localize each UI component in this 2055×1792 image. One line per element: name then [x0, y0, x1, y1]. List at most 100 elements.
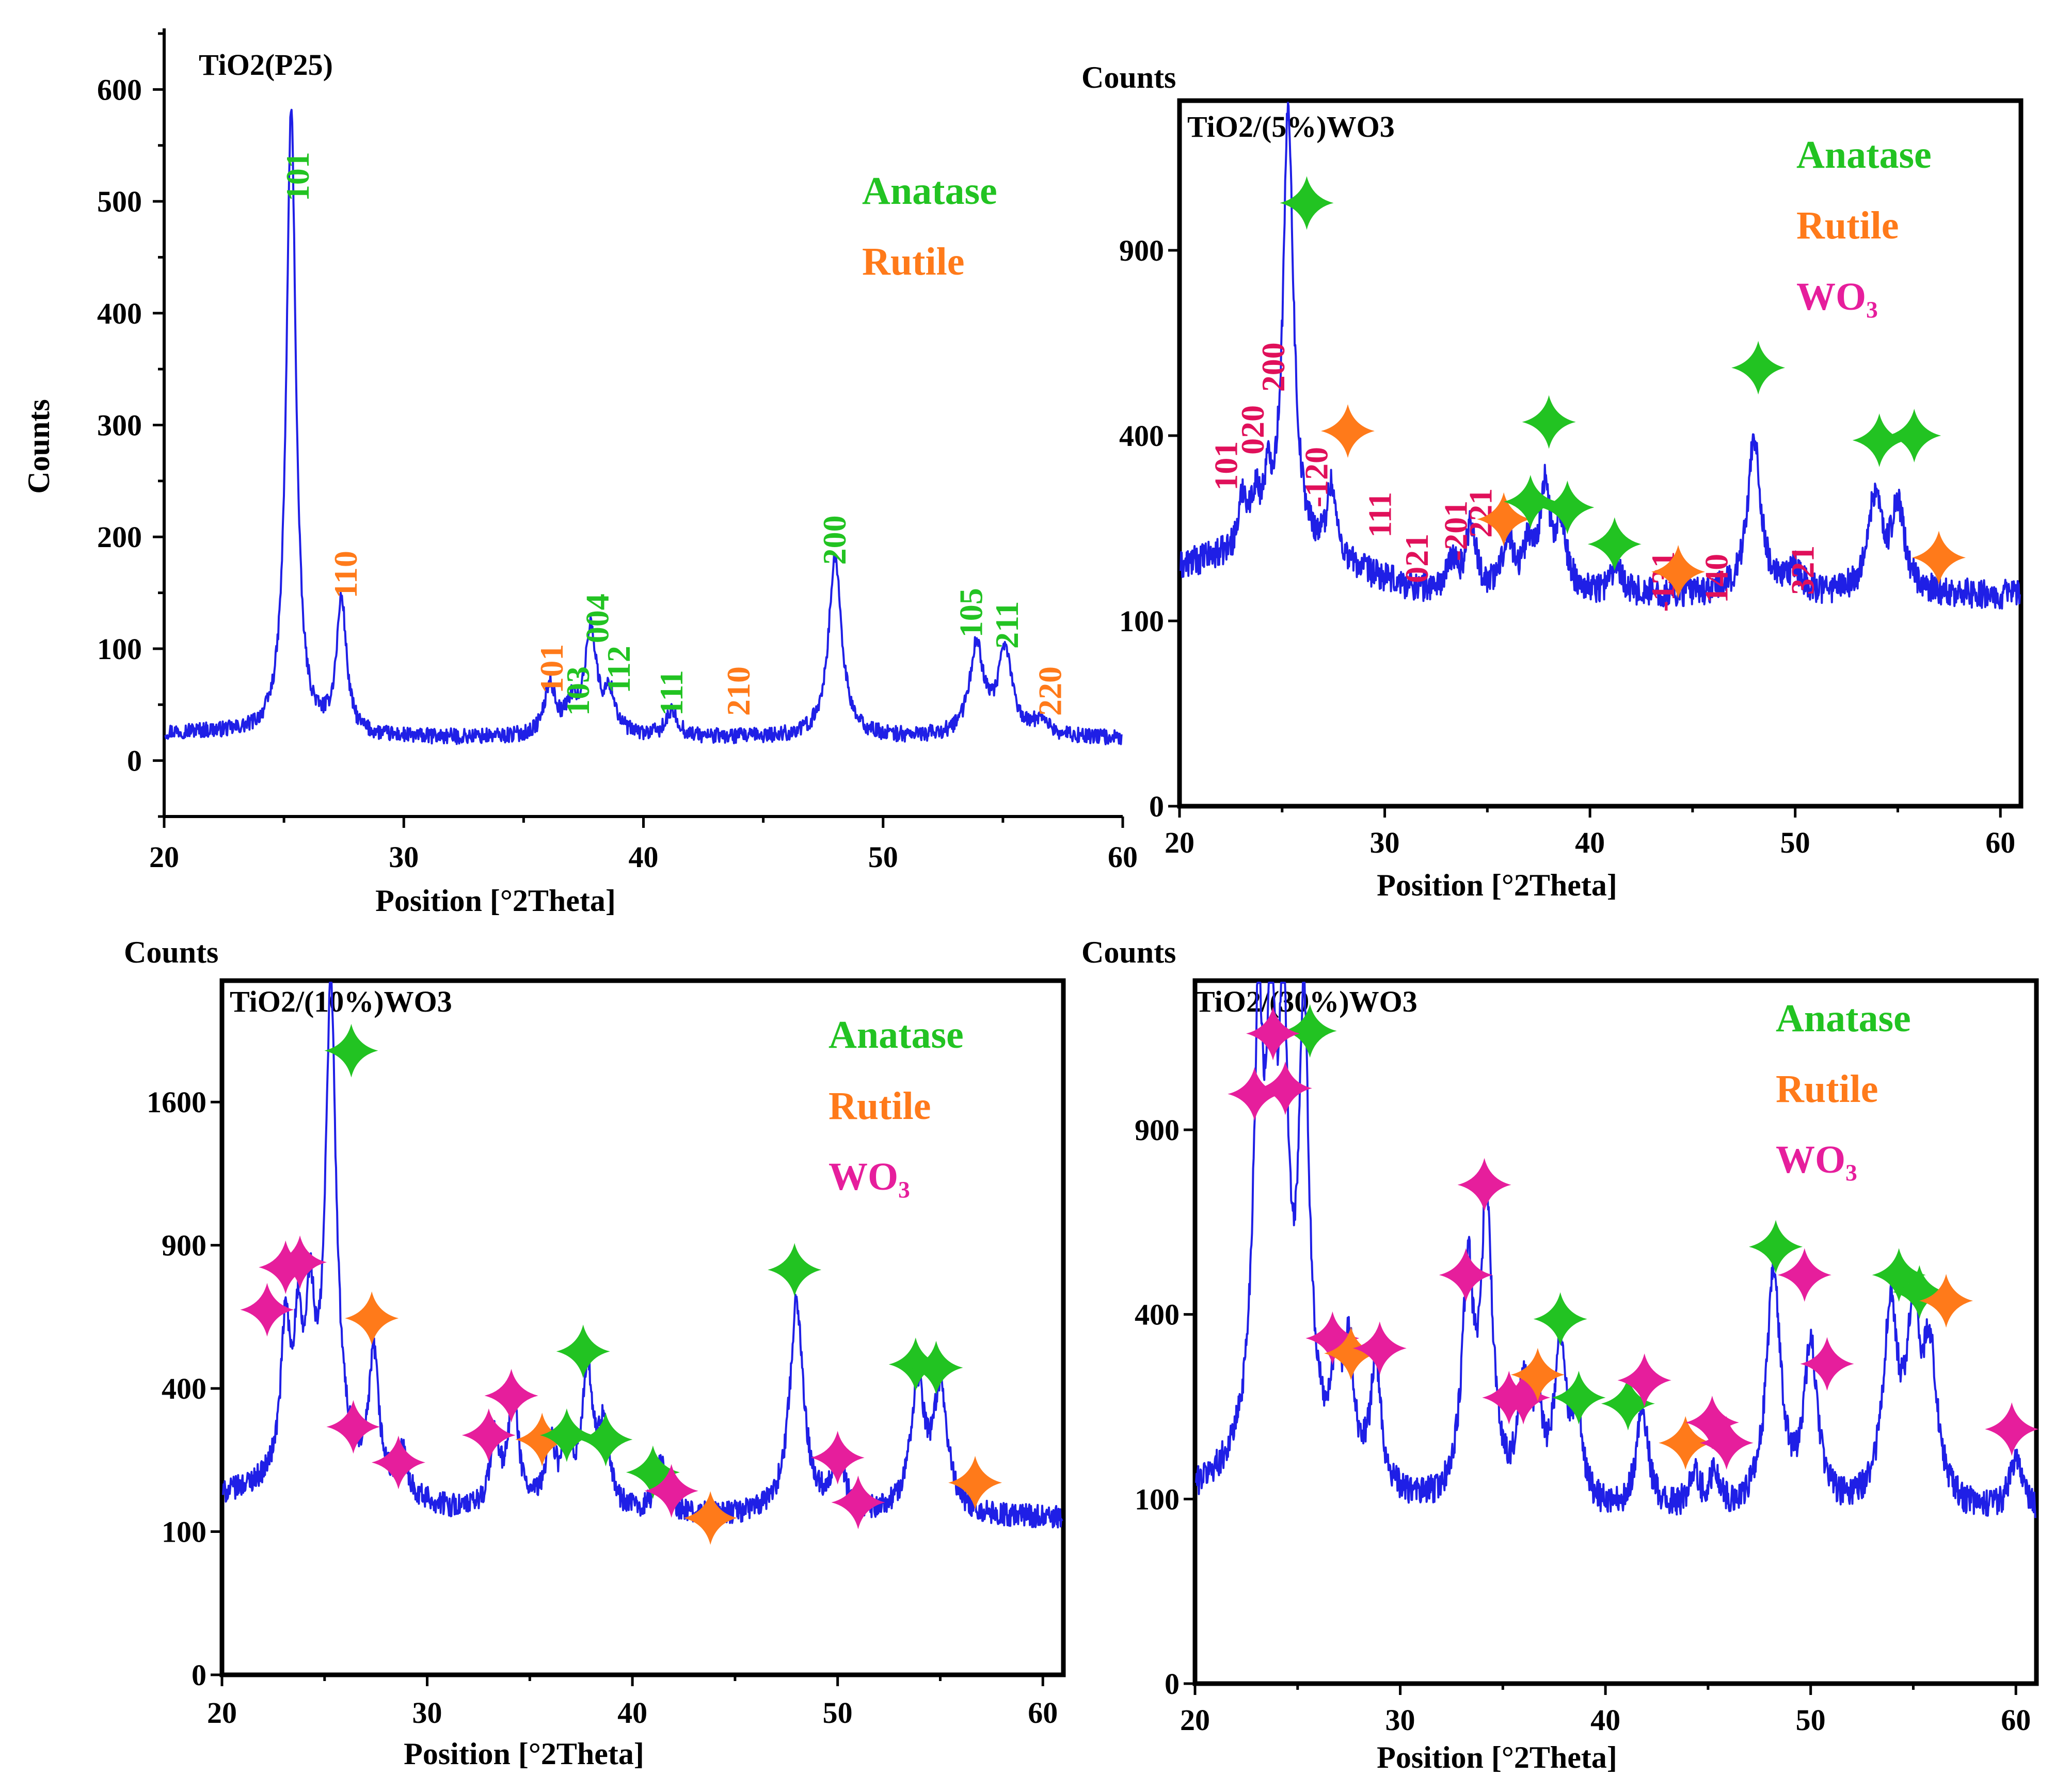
peak-marker-anatase: [1892, 1265, 1947, 1319]
peak-label-anatase: 105: [953, 588, 990, 637]
peak-marker-anatase: [1503, 475, 1557, 529]
peak-marker-anatase: [1887, 409, 1941, 463]
x-tick-label: 60: [1108, 840, 1138, 874]
peak-marker-anatase: [909, 1340, 963, 1395]
legend-wo3: WO₃: [1796, 275, 1878, 318]
legend-rutile: Rutile: [829, 1084, 931, 1128]
peak-marker-wo3: [326, 1400, 380, 1454]
peak-marker-rutile: [345, 1291, 399, 1346]
peak-label-anatase: 004: [579, 594, 615, 643]
peak-marker-anatase: [1540, 481, 1595, 535]
x-tick-label: 20: [207, 1696, 237, 1730]
peak-marker-anatase: [1852, 413, 1906, 468]
peak-label-anatase: 103: [560, 666, 596, 716]
peak-marker-wo3: [1685, 1396, 1739, 1450]
peak-label-wo3: 200: [1255, 342, 1292, 392]
plot-frame: [219, 978, 1066, 1677]
peak-label-rutile: 210: [720, 666, 757, 716]
peak-label-wo3: -120: [1298, 447, 1334, 507]
y-axis-title: Counts: [1081, 935, 1176, 969]
peak-marker-wo3: [1800, 1337, 1854, 1391]
peak-marker-anatase: [768, 1243, 822, 1297]
peak-label-wo3: 021: [1398, 534, 1435, 583]
peak-marker-wo3: [273, 1235, 327, 1289]
x-axis-title: Position [°2Theta]: [375, 884, 616, 918]
peak-marker-wo3: [1228, 1067, 1282, 1121]
peak-label-wo3: 111: [1362, 492, 1398, 538]
x-tick-label: 30: [412, 1696, 442, 1730]
y-tick-label: 0: [1149, 790, 1164, 823]
y-tick-label: 200: [97, 520, 142, 554]
y-tick-label: 400: [162, 1372, 206, 1405]
x-tick-label: 40: [1575, 826, 1605, 859]
peak-marker-wo3: [644, 1464, 698, 1518]
peak-marker-wo3: [461, 1408, 516, 1462]
peak-marker-rutile: [1324, 1326, 1378, 1381]
y-tick-label: 900: [1135, 1113, 1180, 1147]
y-tick-label: 0: [127, 744, 142, 778]
peak-marker-rutile: [1321, 404, 1375, 458]
peak-label-wo3: 020: [1234, 405, 1271, 455]
panel-title: TiO2(P25): [199, 48, 333, 82]
xrd-trace: [1180, 102, 2021, 610]
panel-tio2-10-wo3: Counts TiO2/(10%)WO3 Position [°2Theta] …: [124, 935, 1066, 1771]
peak-marker-rutile: [1659, 1416, 1713, 1470]
peak-marker-anatase: [1533, 1292, 1587, 1346]
peak-marker-anatase: [888, 1337, 943, 1391]
x-tick-label: 20: [1180, 1703, 1210, 1737]
peak-marker-wo3: [1305, 1311, 1360, 1365]
peak-marker-anatase: [1280, 176, 1334, 230]
peak-label-wo3: 140: [1698, 554, 1735, 603]
peak-marker-wo3: [1457, 1158, 1511, 1212]
peak-marker-anatase: [1587, 517, 1642, 571]
legend-anatase: Anatase: [862, 169, 997, 213]
peak-marker-anatase: [1522, 395, 1576, 449]
peak-marker-wo3: [1258, 1061, 1312, 1115]
x-axis-title: Position [°2Theta]: [1377, 1740, 1617, 1774]
peak-marker-anatase: [1283, 1004, 1337, 1058]
x-tick-label: 40: [629, 840, 659, 874]
panel-tio2-p25: TiO2(P25) Position [°2Theta] Counts Anat…: [22, 28, 1138, 918]
x-tick-label: 30: [389, 840, 419, 874]
panel-title: TiO2/(10%)WO3: [230, 985, 452, 1018]
peak-marker-rutile: [1911, 531, 1966, 585]
legend-wo3: WO₃: [1776, 1138, 1857, 1181]
x-tick-label: 50: [1796, 1703, 1826, 1737]
x-tick-label: 30: [1370, 826, 1400, 859]
y-axis-title: Counts: [1081, 60, 1176, 94]
peak-marker-wo3: [1496, 1370, 1551, 1425]
legend-rutile: Rutile: [1776, 1067, 1878, 1111]
legend-anatase: Anatase: [1776, 997, 1911, 1040]
peak-marker-anatase: [1872, 1248, 1926, 1302]
peak-marker-wo3: [371, 1435, 425, 1490]
y-tick-label: 900: [162, 1229, 206, 1262]
peak-marker-wo3: [1246, 1006, 1300, 1061]
legend-anatase: Anatase: [1796, 133, 1932, 177]
y-axis-title: Counts: [22, 399, 56, 493]
plot-frame: [1177, 98, 2024, 809]
x-tick-label: 40: [617, 1696, 647, 1730]
legend-rutile: Rutile: [1796, 204, 1899, 247]
peak-marker-wo3: [1352, 1321, 1407, 1375]
peak-marker-rutile: [1919, 1274, 1973, 1328]
x-tick-label: 30: [1385, 1703, 1415, 1737]
peak-marker-wo3: [1985, 1402, 2039, 1456]
peak-marker-rutile: [1651, 545, 1706, 599]
peak-marker-wo3: [831, 1475, 885, 1529]
panel-title: TiO2/(5%)WO3: [1187, 110, 1395, 143]
peak-marker-anatase: [579, 1413, 633, 1467]
legend-anatase: Anatase: [829, 1013, 964, 1057]
peak-marker-rutile: [683, 1491, 738, 1545]
peak-marker-wo3: [240, 1283, 294, 1337]
peak-marker-anatase: [324, 1023, 378, 1078]
y-tick-label: 0: [192, 1658, 206, 1692]
peak-label-anatase: 211: [989, 601, 1025, 648]
peak-marker-wo3: [484, 1369, 538, 1423]
x-tick-label: 40: [1590, 1703, 1620, 1737]
y-tick-label: 100: [1119, 604, 1164, 638]
xrd-trace: [1195, 982, 2036, 1518]
peak-label-rutile: 110: [327, 551, 364, 598]
panel-tio2-5-wo3: Counts TiO2/(5%)WO3 Position [°2Theta] A…: [1081, 60, 2024, 902]
peak-label-anatase: 101: [279, 152, 316, 201]
x-tick-label: 20: [1165, 826, 1194, 859]
